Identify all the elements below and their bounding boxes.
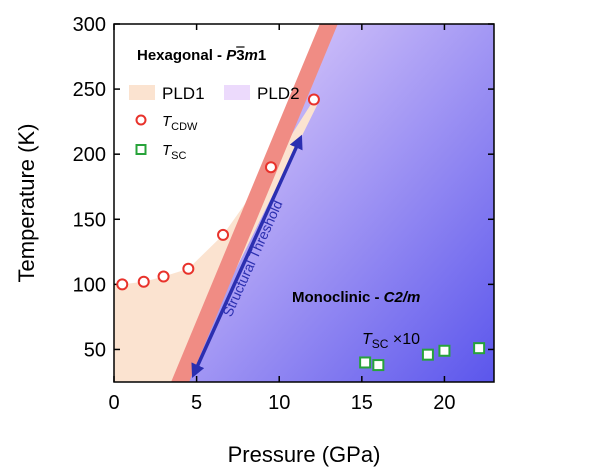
y-tick-label: 150 — [73, 209, 106, 231]
data-points — [116, 93, 486, 372]
tcdw-point — [157, 270, 170, 283]
y-tick-label: 300 — [73, 14, 106, 36]
tcdw-point — [217, 228, 230, 241]
plot-regions — [114, 24, 494, 382]
x-tick-label: 5 — [191, 392, 202, 414]
tsc-point — [421, 348, 434, 361]
y-tick-label: 250 — [73, 79, 106, 101]
legend-tcdw-marker — [135, 114, 147, 126]
tcdw-point — [182, 262, 195, 275]
tcdw-point — [307, 93, 320, 106]
legend-pld1-swatch — [129, 85, 155, 100]
tsc-point — [438, 344, 451, 357]
legend-tcdw-label: TCDW — [162, 113, 198, 133]
tsc-point — [359, 356, 372, 369]
hexagonal-region-label: Hexagonal - P3m1 — [137, 47, 266, 64]
legend-pld2-label: PLD2 — [257, 84, 300, 103]
tcdw-point — [264, 161, 277, 174]
y-tick-label: 200 — [73, 144, 106, 166]
tsc-point — [372, 359, 385, 372]
y-tick-label: 50 — [84, 339, 106, 361]
tsc-point — [473, 342, 486, 355]
legend-tsc-label: TSC — [162, 142, 187, 162]
y-tick-label: 100 — [73, 274, 106, 296]
x-tick-label: 10 — [268, 392, 290, 414]
monoclinic-region-label: Monoclinic - C2/m — [292, 289, 420, 306]
threshold-arrow — [191, 134, 303, 378]
legend-pld2-swatch — [224, 85, 250, 100]
plot-frame — [113, 23, 495, 383]
x-axis-title: Pressure (GPa) — [228, 442, 381, 467]
pld2-region — [180, 24, 494, 382]
y-axis-title: Temperature (K) — [14, 124, 39, 283]
x-tick-label: 20 — [433, 392, 455, 414]
x-tick-label: 0 — [108, 392, 119, 414]
tcdw-point — [137, 275, 150, 288]
legend-pld1-label: PLD1 — [162, 84, 205, 103]
x-tick-label: 15 — [351, 392, 373, 414]
tcdw-point — [116, 278, 129, 291]
legend: PLD1 PLD2 TCDW TSC — [129, 84, 300, 162]
tsc-scale-annotation: TSC ×10 — [362, 331, 420, 351]
legend-tsc-marker — [135, 144, 147, 155]
pld1-region — [114, 99, 320, 382]
